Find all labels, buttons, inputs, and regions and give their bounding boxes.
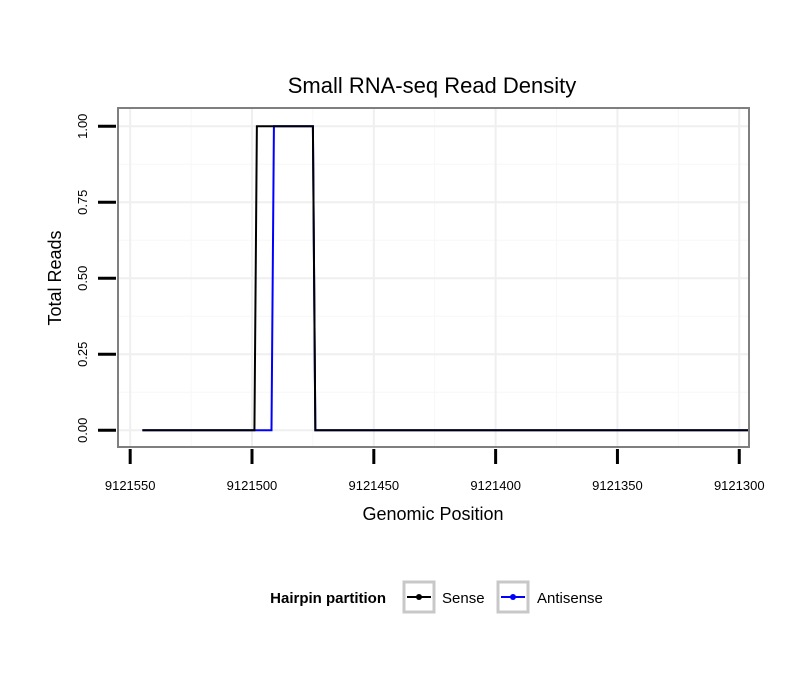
legend-item-antisense: Antisense xyxy=(496,580,603,614)
legend-title: Hairpin partition xyxy=(270,590,386,607)
y-axis-ticks: 0.00 0.25 0.50 0.75 1.00 xyxy=(75,114,116,443)
y-tick-label: 0.25 xyxy=(75,342,90,367)
x-tick-label: 9121550 xyxy=(105,478,156,493)
grid-lines xyxy=(118,108,749,447)
legend: Hairpin partition Sense Antisense xyxy=(270,580,603,614)
y-tick-label: 0.00 xyxy=(75,418,90,443)
x-axis-ticks: 9121550 9121500 9121450 9121400 9121350 91213… xyxy=(105,449,765,493)
x-axis-label: Genomic Position xyxy=(362,504,503,524)
y-axis-label: Total Reads xyxy=(45,230,65,325)
y-tick-label: 1.00 xyxy=(75,114,90,139)
x-tick-label: 9121300 xyxy=(714,478,765,493)
y-tick-label: 0.75 xyxy=(75,190,90,215)
legend-key-point xyxy=(416,594,422,600)
x-tick-label: 9121450 xyxy=(348,478,399,493)
legend-item-sense: Sense xyxy=(402,580,485,614)
series-layer xyxy=(142,125,749,432)
legend-key-point xyxy=(510,594,516,600)
chart-title: Small RNA-seq Read Density xyxy=(288,73,577,98)
plot-panel-border xyxy=(117,107,750,448)
x-tick-label: 9121400 xyxy=(470,478,521,493)
x-tick-label: 9121350 xyxy=(592,478,643,493)
x-tick-label: 9121500 xyxy=(227,478,278,493)
legend-label: Sense xyxy=(442,590,485,607)
legend-label: Antisense xyxy=(537,590,603,607)
series-line-sense xyxy=(142,125,749,432)
y-tick-label: 0.50 xyxy=(75,266,90,291)
